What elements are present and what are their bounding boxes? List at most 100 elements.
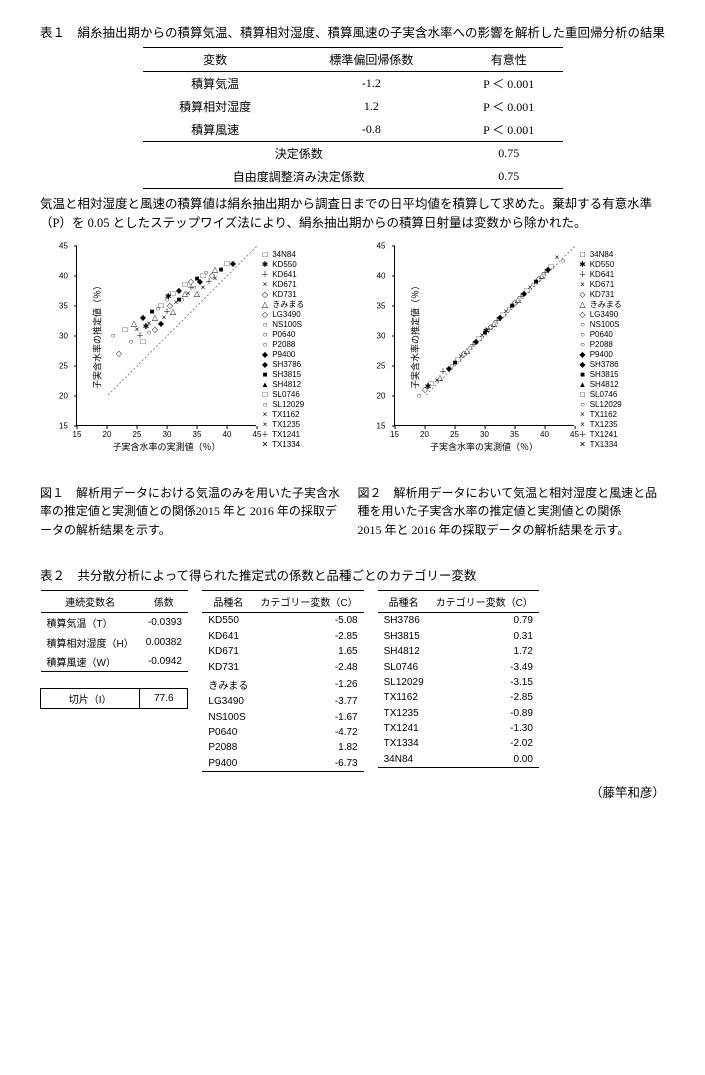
axis-tick: 15 — [59, 421, 68, 430]
table2-cell: 1.82 — [254, 740, 363, 755]
fig2-xlabel: 子実含水率の実測値（％） — [430, 440, 538, 453]
axis-tick: 15 — [73, 430, 82, 439]
table2-cell: -1.26 — [254, 675, 363, 694]
axis-tick: 45 — [570, 430, 579, 439]
table2-intercept-cell: 77.6 — [140, 688, 188, 708]
table2-cell: NS100S — [202, 710, 254, 725]
svg-text:○: ○ — [129, 337, 134, 346]
table2-header: 連続変数名 — [41, 591, 140, 613]
svg-text:○: ○ — [560, 256, 565, 265]
table1-cell: 決定係数 — [143, 141, 455, 165]
svg-text:△: △ — [170, 307, 177, 316]
table1-cell: 積算気温 — [143, 71, 288, 95]
table2-cell: SL12029 — [378, 675, 430, 690]
table2-cell: -2.85 — [430, 690, 539, 705]
table2-cell: -1.67 — [254, 710, 363, 725]
table2-cell: TX1241 — [378, 721, 430, 736]
table2: 連続変数名係数積算気温（T）-0.0393積算相対湿度（H）0.00382積算風… — [40, 590, 665, 772]
axis-tick: 20 — [59, 391, 68, 400]
table1-cell: P ＜ 0.001 — [455, 95, 563, 118]
legend-item: × TX1235 — [578, 420, 622, 430]
legend-item: × TX1162 — [578, 410, 622, 420]
legend-item: ＋ TX1241 — [578, 430, 622, 440]
axis-tick: 40 — [223, 430, 232, 439]
svg-text:×: × — [213, 274, 218, 283]
svg-text:■: ■ — [219, 265, 224, 274]
table2-cell: -3.49 — [430, 659, 539, 674]
axis-tick: 30 — [59, 331, 68, 340]
table2-cell: -2.48 — [254, 659, 363, 674]
axis-tick: 35 — [59, 301, 68, 310]
table2-cell: -3.15 — [430, 675, 539, 690]
table1: 変数標準偏回帰係数有意性 積算気温-1.2P ＜ 0.001積算相対湿度1.2P… — [143, 47, 563, 189]
table1-cell: 積算風速 — [143, 118, 288, 142]
table1-cell: 自由度調整済み決定係数 — [143, 165, 455, 189]
axis-tick: 15 — [377, 421, 386, 430]
svg-text:◇: ◇ — [116, 349, 123, 358]
table2-cell: -0.0393 — [140, 613, 188, 633]
table2-cell: SH3786 — [378, 613, 430, 629]
fig2-points: ○◇□×△＋◆○■□×◇△○＋◆□×■○◇△＋◆□×○■◇△＋◆□×○■◇△＋◆… — [395, 246, 575, 426]
axis-tick: 25 — [377, 361, 386, 370]
table2-cell: きみまる — [202, 675, 254, 694]
author-name: （藤竿和彦） — [40, 782, 665, 801]
table1-title: 表１ 絹糸抽出期からの積算気温、積算相対湿度、積算風速の子実含水率への影響を解析… — [40, 24, 665, 43]
table2-cell: SL0746 — [378, 659, 430, 674]
table2-cell: -2.85 — [254, 629, 363, 644]
table2-cell: P2088 — [202, 740, 254, 755]
legend-item: × TX1162 — [260, 410, 304, 420]
table2-cell: KD641 — [202, 629, 254, 644]
table2-header: 品種名 — [378, 591, 430, 613]
axis-tick: 40 — [59, 271, 68, 280]
axis-tick: 40 — [540, 430, 549, 439]
table2-cell: 0.00 — [430, 752, 539, 768]
axis-tick: 35 — [377, 301, 386, 310]
svg-text:✱: ✱ — [143, 322, 150, 331]
table2-cell: KD731 — [202, 659, 254, 674]
table1-cell: 1.2 — [288, 95, 455, 118]
axis-tick: 45 — [59, 241, 68, 250]
table1-cell: -1.2 — [288, 71, 455, 95]
table1-cell: P ＜ 0.001 — [455, 118, 563, 142]
fig1-caption: 図１ 解析用データにおける気温のみを用いた子実含水率の推定値と実測値との関係20… — [40, 484, 348, 540]
table1-header: 変数 — [143, 47, 288, 71]
table2-header: 係数 — [140, 591, 188, 613]
table2-cell: P9400 — [202, 756, 254, 772]
axis-tick: 25 — [450, 430, 459, 439]
table2-cell: SH4812 — [378, 644, 430, 659]
fig1-xlabel: 子実含水率の実測値（％） — [112, 440, 220, 453]
svg-text:□: □ — [548, 262, 553, 271]
table2-cell: P0640 — [202, 725, 254, 740]
table2-cell: 0.79 — [430, 613, 539, 629]
axis-tick: 20 — [377, 391, 386, 400]
svg-text:◆: ◆ — [230, 259, 237, 268]
table2-cell: KD671 — [202, 644, 254, 659]
svg-text:×: × — [554, 253, 559, 262]
table2-cell: TX1235 — [378, 706, 430, 721]
table2-cell: 0.00382 — [140, 633, 188, 652]
table2-cell: -4.72 — [254, 725, 363, 740]
axis-tick: 25 — [133, 430, 142, 439]
table1-cell: 0.75 — [455, 141, 563, 165]
axis-tick: 30 — [163, 430, 172, 439]
table1-cell: P ＜ 0.001 — [455, 71, 563, 95]
axis-tick: 30 — [377, 331, 386, 340]
table1-header: 有意性 — [455, 47, 563, 71]
table2-cell: TX1334 — [378, 736, 430, 751]
legend-item: ○ SL12029 — [578, 400, 622, 410]
axis-tick: 45 — [253, 430, 262, 439]
table2-cell: KD550 — [202, 613, 254, 629]
legend-item: ○ SL12029 — [260, 400, 304, 410]
axis-tick: 20 — [420, 430, 429, 439]
svg-text:□: □ — [123, 325, 128, 334]
table2-cell: 積算相対湿度（H） — [41, 633, 140, 652]
axis-tick: 45 — [377, 241, 386, 250]
table1-header: 標準偏回帰係数 — [288, 47, 455, 71]
axis-tick: 30 — [480, 430, 489, 439]
table2-cell: SH3815 — [378, 629, 430, 644]
legend-item: ✕ TX1334 — [578, 440, 622, 450]
table2-cell: -6.73 — [254, 756, 363, 772]
table1-cell: -0.8 — [288, 118, 455, 142]
table2-cell: -0.89 — [430, 706, 539, 721]
axis-tick: 35 — [510, 430, 519, 439]
